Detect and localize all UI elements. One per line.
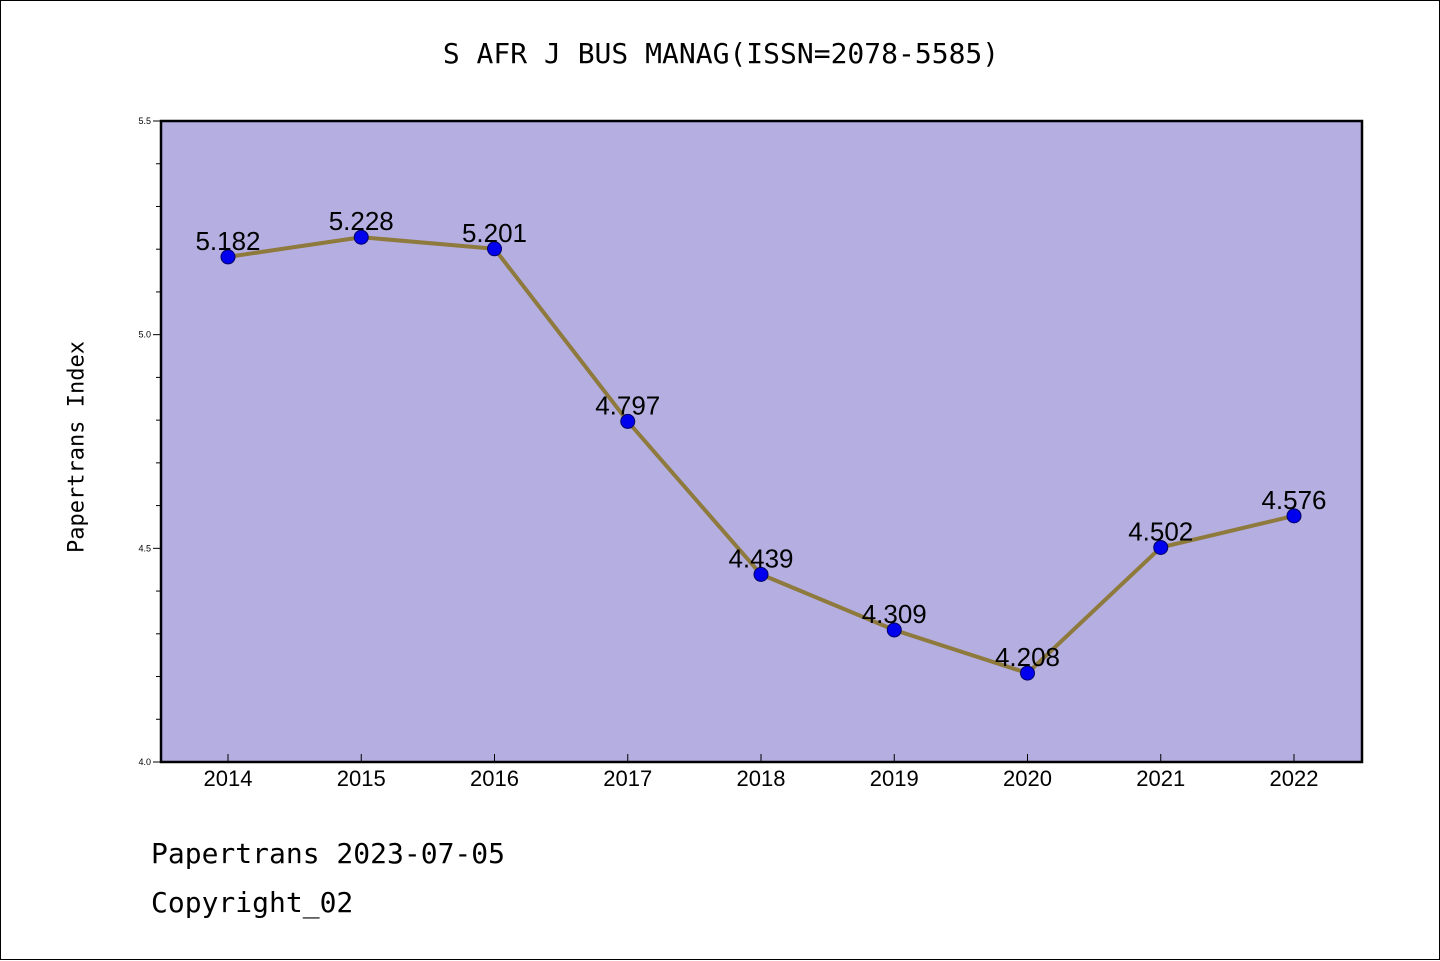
footer-date: Papertrans 2023-07-05 bbox=[151, 837, 506, 870]
plot-area bbox=[161, 121, 1362, 762]
y-tick-label: 5.5 bbox=[138, 116, 151, 126]
data-label: 5.201 bbox=[462, 218, 527, 248]
data-label: 4.502 bbox=[1128, 516, 1193, 546]
y-tick-label: 4.5 bbox=[138, 543, 151, 553]
x-axis-ticks: 2014 2015 2016 2017 2018 2019 2020 2021 2022 bbox=[204, 754, 1319, 791]
plot-border bbox=[159, 119, 1364, 764]
data-point bbox=[487, 241, 502, 257]
x-tick-label: 2021 bbox=[1136, 766, 1185, 791]
data-label: 4.309 bbox=[862, 599, 927, 629]
x-tick-label: 2015 bbox=[337, 766, 386, 791]
x-tick-label: 2022 bbox=[1270, 766, 1319, 791]
x-tick-label: 2020 bbox=[1003, 766, 1052, 791]
data-point bbox=[1153, 539, 1169, 555]
data-label: 4.439 bbox=[728, 543, 793, 573]
data-point bbox=[220, 249, 236, 265]
data-labels: 5.182 5.228 5.201 4.797 4.439 4.309 4.208 4.502… bbox=[195, 206, 1326, 672]
data-label: 5.228 bbox=[329, 206, 394, 236]
data-label: 5.182 bbox=[195, 226, 260, 256]
y-tick-label: 5.0 bbox=[138, 330, 151, 340]
x-tick-label: 2014 bbox=[204, 766, 253, 791]
data-point bbox=[753, 566, 769, 582]
x-tick-label: 2019 bbox=[870, 766, 919, 791]
data-points bbox=[220, 229, 1302, 681]
footer-copyright: Copyright_02 bbox=[151, 886, 354, 919]
data-label: 4.208 bbox=[995, 642, 1060, 672]
x-tick-label: 2016 bbox=[470, 766, 519, 791]
data-label: 4.576 bbox=[1261, 485, 1326, 515]
data-point bbox=[620, 413, 636, 429]
data-point bbox=[353, 229, 369, 245]
data-point bbox=[1020, 665, 1035, 681]
data-point bbox=[1286, 508, 1302, 524]
x-tick-label: 2018 bbox=[737, 766, 786, 791]
y-axis-ticks: 4.0 4.5 5.0 5.5 bbox=[138, 116, 161, 767]
chart-title: S AFR J BUS MANAG(ISSN=2078-5585) bbox=[442, 37, 1000, 70]
x-tick-label: 2017 bbox=[603, 766, 652, 791]
y-tick-label: 4.0 bbox=[138, 757, 151, 767]
data-point bbox=[886, 622, 902, 638]
data-label: 4.797 bbox=[595, 390, 660, 420]
